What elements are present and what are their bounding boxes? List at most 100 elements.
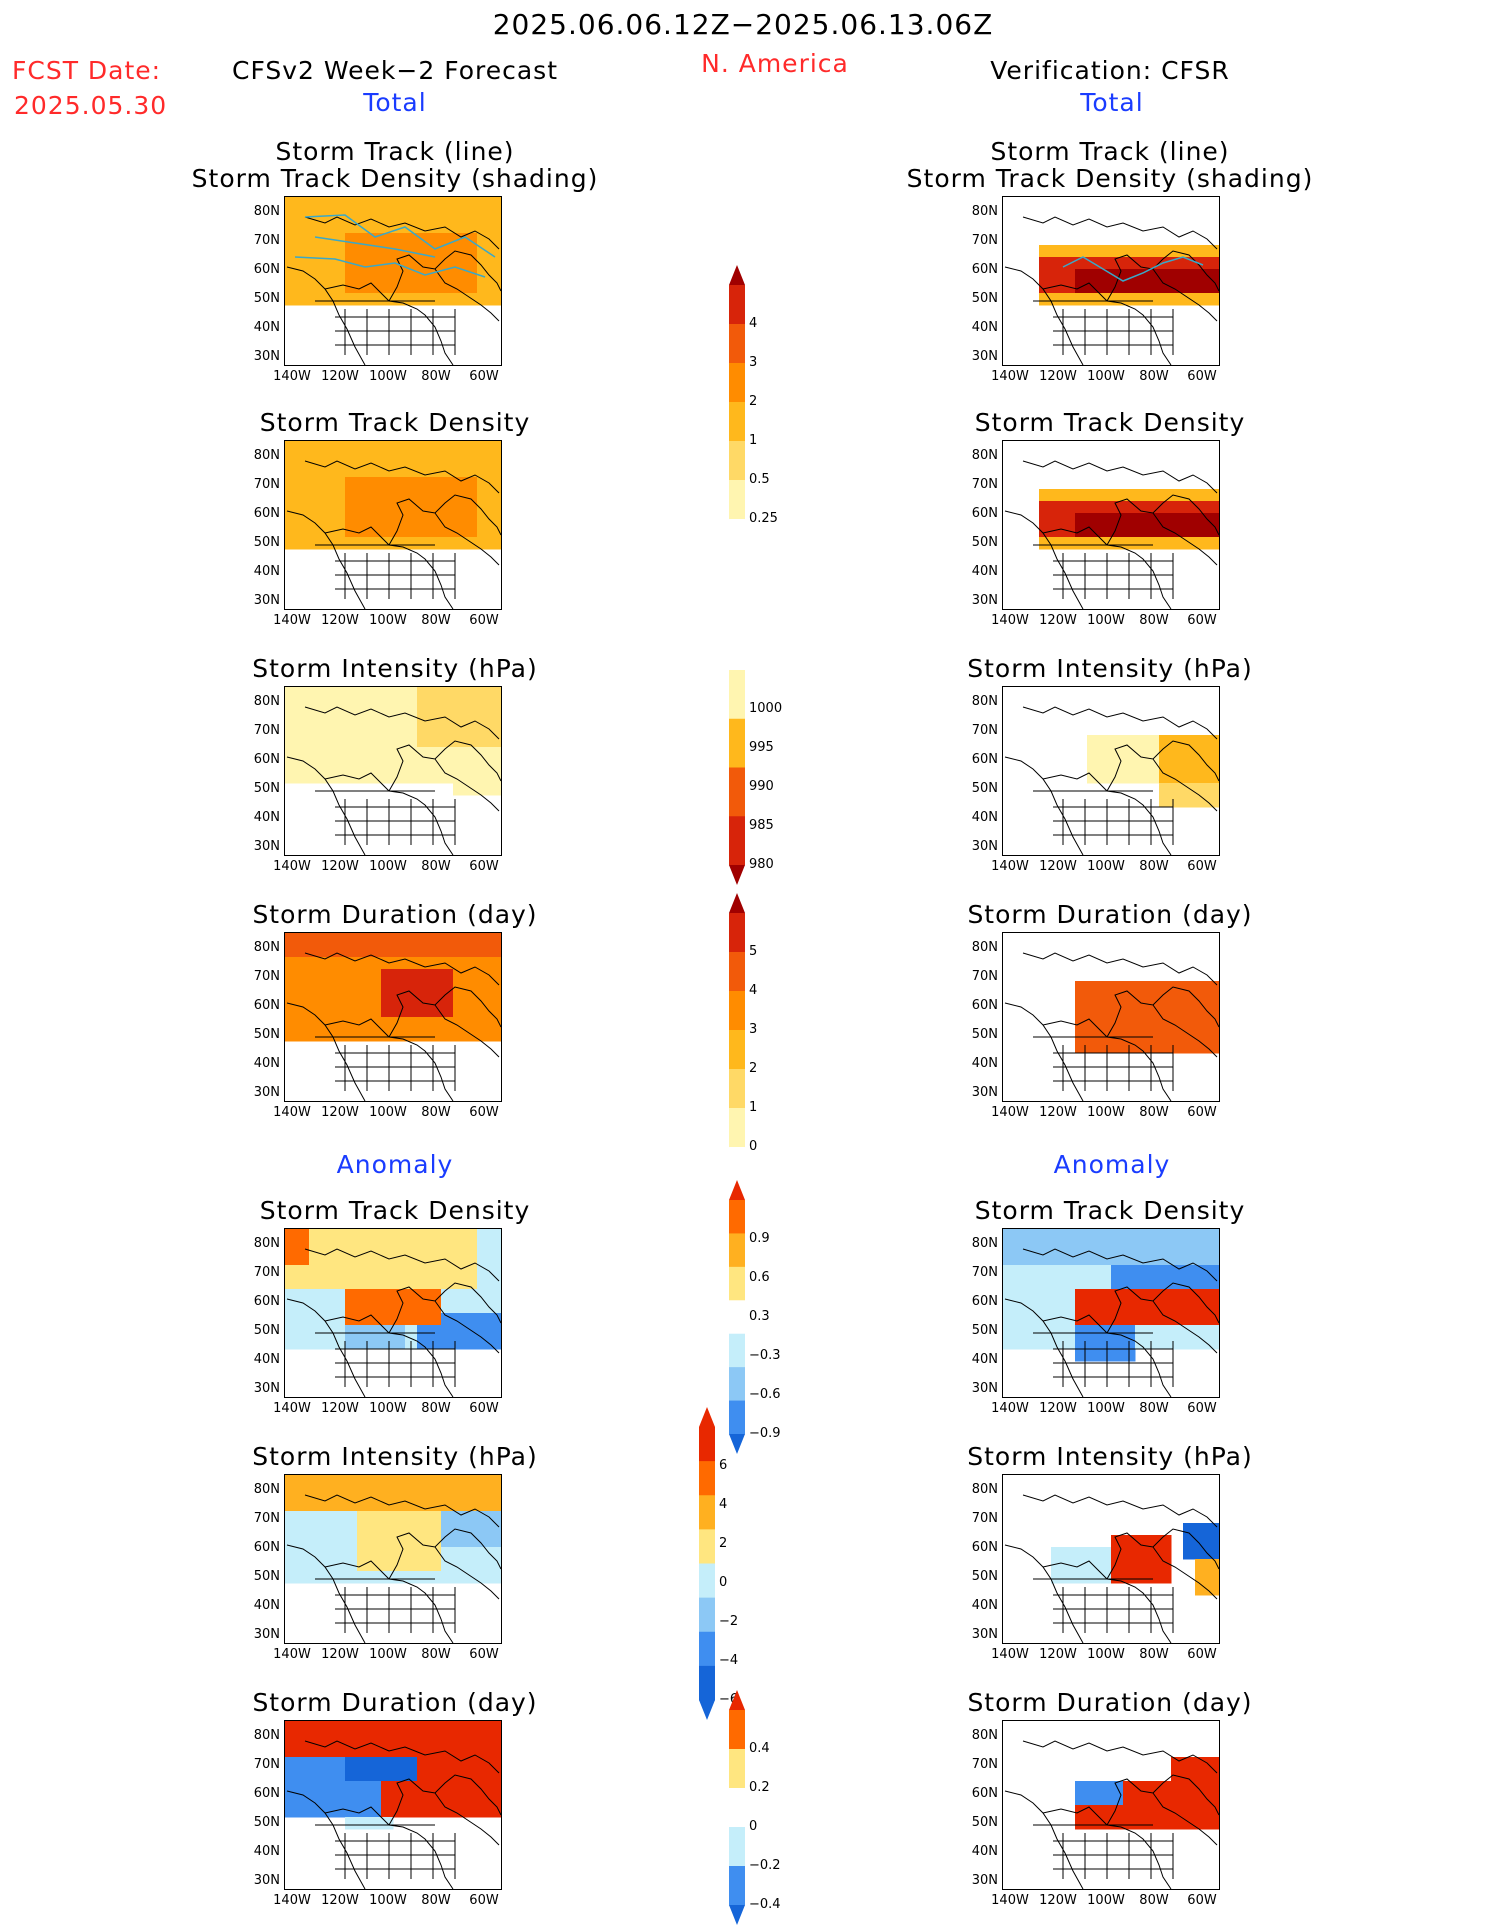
forecast-lon-label: 100W	[369, 1401, 407, 1416]
verification-lat-label: 70N	[971, 723, 998, 738]
forecast-lat-label: 60N	[253, 506, 280, 521]
colorbar-intensity-total-label: 985	[749, 818, 774, 833]
forecast-lat-label: 40N	[253, 1598, 280, 1613]
verification-lat-label: 70N	[971, 1265, 998, 1280]
colorbar-duration-total-svg	[729, 893, 745, 1167]
forecast-lat-label: 40N	[253, 810, 280, 825]
colorbar-duration-total-label: 2	[749, 1061, 758, 1076]
forecast-panel-title-7: Storm Duration (day)	[252, 1688, 538, 1717]
forecast-lon-label: 120W	[321, 1893, 359, 1908]
forecast-lon-label: 140W	[273, 1401, 311, 1416]
forecast-lat-label: 40N	[253, 320, 280, 335]
verification-panel-title-5: Storm Track Density	[974, 1196, 1246, 1225]
forecast-lat-label: 60N	[253, 262, 280, 277]
forecast-lon-label: 60W	[469, 1401, 499, 1416]
colorbar-duration-total-label: 4	[749, 983, 758, 998]
verification-lat-label: 30N	[971, 839, 998, 854]
verification-lat-label: 50N	[971, 1815, 998, 1830]
colorbar-track-density-total-label: 1	[749, 433, 758, 448]
forecast-map-svg-1	[285, 197, 501, 365]
forecast-lon-label: 100W	[369, 1105, 407, 1120]
verification-map-panel-6	[1002, 1474, 1220, 1644]
verification-lon-label: 140W	[991, 1893, 1029, 1908]
forecast-lat-label: 40N	[253, 1844, 280, 1859]
forecast-panel-title-3: Storm Intensity (hPa)	[252, 654, 538, 683]
verification-lat-label: 40N	[971, 320, 998, 335]
verification-map-svg-2	[1004, 460, 1219, 609]
verification-lat-label: 60N	[971, 1540, 998, 1555]
colorbar-duration-anom: 0.4 0.2 0 −0.2 −0.4	[727, 1690, 781, 1931]
forecast-map-svg-5	[285, 1229, 501, 1397]
verification-lat-label: 60N	[971, 1294, 998, 1309]
colorbar-intensity-total: 1000 995 990 985 980	[727, 650, 782, 891]
colorbar-intensity-total-label: 990	[749, 779, 774, 794]
verification-lon-label: 80W	[1139, 369, 1169, 384]
forecast-lat-label: 40N	[253, 1352, 280, 1367]
colorbar-intensity-anom-label: 2	[719, 1536, 728, 1551]
forecast-lat-label: 70N	[253, 477, 280, 492]
verification-lat-label: 30N	[971, 349, 998, 364]
forecast-lon-label: 80W	[421, 1105, 451, 1120]
colorbar-intensity-anom-label: 6	[719, 1458, 728, 1473]
verification-panel-title-6: Storm Intensity (hPa)	[967, 1442, 1253, 1471]
verification-lon-label: 140W	[991, 613, 1029, 628]
colorbar-track-density-anom-label: −0.9	[749, 1426, 781, 1441]
colorbar-duration-anom-label: 0	[749, 1819, 758, 1834]
forecast-panel-title-5: Storm Track Density	[259, 1196, 531, 1225]
verification-panel-title-3: Storm Intensity (hPa)	[967, 654, 1253, 683]
verification-map-panel-7	[1002, 1720, 1220, 1890]
forecast-lat-label: 80N	[253, 1236, 280, 1251]
forecast-lat-label: 40N	[253, 564, 280, 579]
forecast-period: 2025.06.06.12Z−2025.06.13.06Z	[492, 8, 994, 41]
forecast-lat-label: 60N	[253, 998, 280, 1013]
forecast-panel-title-2: Storm Track Density	[259, 408, 531, 437]
verification-lon-label: 60W	[1187, 859, 1217, 874]
colorbar-intensity-total-label: 995	[749, 740, 774, 755]
verification-lat-label: 30N	[971, 593, 998, 608]
verification-map-panel-3	[1002, 686, 1220, 856]
forecast-panel-title-1-2: Storm Track Density (shading)	[191, 164, 599, 193]
forecast-map-svg-2	[285, 441, 501, 609]
forecast-lon-label: 60W	[469, 1105, 499, 1120]
forecast-lat-label: 30N	[253, 1873, 280, 1888]
region-title: N. America	[701, 49, 849, 78]
colorbar-track-density-anom-label: 0.9	[749, 1231, 770, 1246]
verification-map-panel-5	[1002, 1228, 1220, 1398]
forecast-lat-label: 30N	[253, 1627, 280, 1642]
forecast-lat-label: 30N	[253, 839, 280, 854]
forecast-lat-label: 80N	[253, 940, 280, 955]
verification-lon-label: 100W	[1087, 1647, 1125, 1662]
verification-lat-label: 40N	[971, 810, 998, 825]
verification-lon-label: 120W	[1039, 1647, 1077, 1662]
colorbar-track-density-total-svg	[729, 265, 745, 539]
forecast-lat-label: 30N	[253, 1085, 280, 1100]
forecast-lat-label: 60N	[253, 752, 280, 767]
section-anomaly-left: Anomaly	[336, 1150, 454, 1179]
forecast-lon-label: 140W	[273, 369, 311, 384]
forecast-lon-label: 100W	[369, 859, 407, 874]
forecast-lon-label: 60W	[469, 613, 499, 628]
verification-lat-label: 50N	[971, 781, 998, 796]
verification-lon-label: 80W	[1139, 1105, 1169, 1120]
forecast-lat-label: 60N	[253, 1540, 280, 1555]
forecast-lon-label: 60W	[469, 1647, 499, 1662]
colorbar-track-density-total: 4 3 2 1 0.5 0.25	[727, 265, 778, 545]
verification-lat-label: 80N	[971, 1482, 998, 1497]
forecast-lat-label: 50N	[253, 1815, 280, 1830]
section-total-right: Total	[1080, 88, 1144, 117]
verification-lon-label: 100W	[1087, 859, 1125, 874]
forecast-lon-label: 140W	[273, 859, 311, 874]
forecast-map-panel-5	[284, 1228, 502, 1398]
colorbar-intensity-anom-svg	[699, 1407, 715, 1720]
forecast-lat-label: 70N	[253, 969, 280, 984]
verification-lon-label: 140W	[991, 1401, 1029, 1416]
forecast-map-panel-4	[284, 932, 502, 1102]
forecast-lon-label: 140W	[273, 1893, 311, 1908]
verification-lon-label: 60W	[1187, 1893, 1217, 1908]
forecast-map-svg-3	[285, 687, 501, 855]
colorbar-intensity-total-svg	[729, 650, 745, 885]
forecast-lon-label: 80W	[421, 1647, 451, 1662]
verification-lat-label: 30N	[971, 1085, 998, 1100]
forecast-lat-label: 60N	[253, 1786, 280, 1801]
verification-lat-label: 70N	[971, 1757, 998, 1772]
